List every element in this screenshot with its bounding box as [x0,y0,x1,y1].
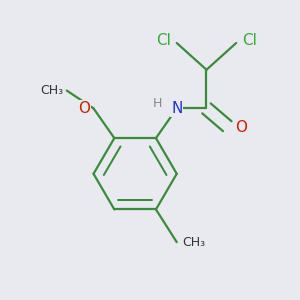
Text: N: N [171,101,182,116]
Text: Cl: Cl [156,32,171,47]
Text: CH₃: CH₃ [183,236,206,249]
Text: CH₃: CH₃ [41,84,64,97]
Text: O: O [235,120,247,135]
Text: H: H [153,98,162,110]
Text: O: O [79,101,91,116]
Text: Cl: Cl [242,32,257,47]
